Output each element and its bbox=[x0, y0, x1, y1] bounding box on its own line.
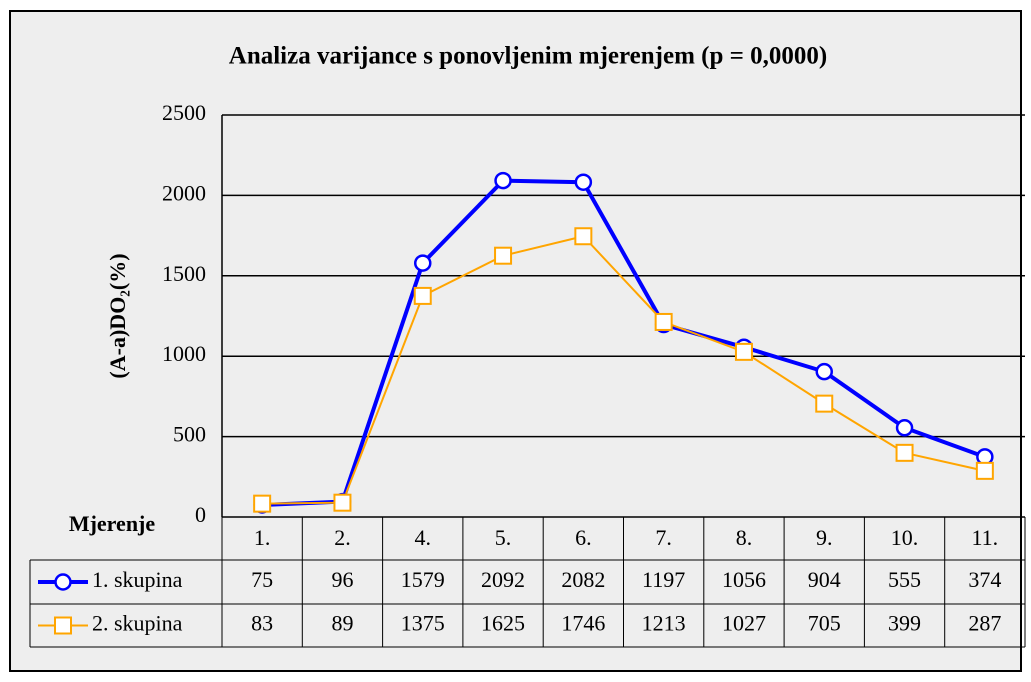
table-value: 705 bbox=[808, 611, 841, 636]
x-tick-label: 2. bbox=[334, 525, 351, 550]
marker bbox=[574, 227, 593, 246]
table-value: 1213 bbox=[642, 611, 686, 636]
marker bbox=[895, 419, 914, 437]
table-value: 1746 bbox=[561, 611, 605, 636]
x-axis-label: Mjerenje bbox=[69, 511, 156, 536]
table-value: 287 bbox=[968, 611, 1001, 636]
marker bbox=[494, 246, 513, 265]
marker bbox=[333, 493, 352, 512]
table-value: 1375 bbox=[401, 611, 445, 636]
x-tick-label: 6. bbox=[575, 525, 592, 550]
x-tick-label: 4. bbox=[415, 525, 432, 550]
series-line bbox=[262, 178, 986, 507]
y-tick-label: 2500 bbox=[162, 100, 206, 125]
series-line bbox=[262, 235, 986, 505]
table-value: 399 bbox=[888, 611, 921, 636]
table-value: 555 bbox=[888, 567, 921, 592]
marker bbox=[815, 394, 834, 413]
table-value: 75 bbox=[251, 567, 273, 592]
marker bbox=[253, 494, 272, 513]
x-tick-label: 7. bbox=[655, 525, 672, 550]
table-value: 1056 bbox=[722, 567, 766, 592]
y-tick-label: 1500 bbox=[162, 261, 206, 286]
table-value: 89 bbox=[331, 611, 353, 636]
marker bbox=[734, 342, 753, 361]
legend-label: 1. skupina bbox=[92, 567, 183, 592]
marker bbox=[895, 443, 914, 462]
table-value: 1579 bbox=[401, 567, 445, 592]
table-value: 374 bbox=[968, 567, 1001, 592]
marker bbox=[975, 461, 994, 480]
marker bbox=[413, 286, 432, 305]
y-tick-label: 2000 bbox=[162, 180, 206, 205]
x-tick-label: 11. bbox=[972, 525, 999, 550]
table-value: 96 bbox=[331, 567, 353, 592]
table-value: 2092 bbox=[481, 567, 525, 592]
x-tick-label: 9. bbox=[816, 525, 833, 550]
marker bbox=[414, 254, 432, 272]
y-tick-label: 500 bbox=[173, 422, 206, 447]
y-tick-label: 0 bbox=[195, 502, 206, 527]
table-value: 904 bbox=[808, 567, 841, 592]
table-value: 83 bbox=[251, 611, 273, 636]
marker bbox=[494, 171, 512, 190]
y-tick-label: 1000 bbox=[162, 341, 206, 366]
x-tick-label: 8. bbox=[736, 525, 753, 550]
legend-swatch-marker bbox=[54, 573, 72, 591]
legend-label: 2. skupina bbox=[92, 611, 183, 636]
legend-swatch-marker bbox=[54, 616, 72, 635]
marker bbox=[574, 173, 593, 191]
table-value: 1625 bbox=[481, 611, 525, 636]
table-value: 2082 bbox=[561, 567, 605, 592]
chart-title: Analiza varijance s ponovljenim mjerenje… bbox=[229, 43, 827, 70]
x-tick-label: 5. bbox=[495, 525, 512, 550]
table-value: 1197 bbox=[642, 567, 685, 592]
marker bbox=[654, 312, 673, 331]
chart-frame bbox=[9, 10, 1022, 672]
x-tick-label: 10. bbox=[891, 525, 919, 550]
y-axis-label: (A-a)DO₂(%) bbox=[105, 253, 130, 378]
table-value: 1027 bbox=[722, 611, 766, 636]
marker bbox=[815, 362, 833, 381]
x-tick-label: 1. bbox=[254, 525, 271, 550]
